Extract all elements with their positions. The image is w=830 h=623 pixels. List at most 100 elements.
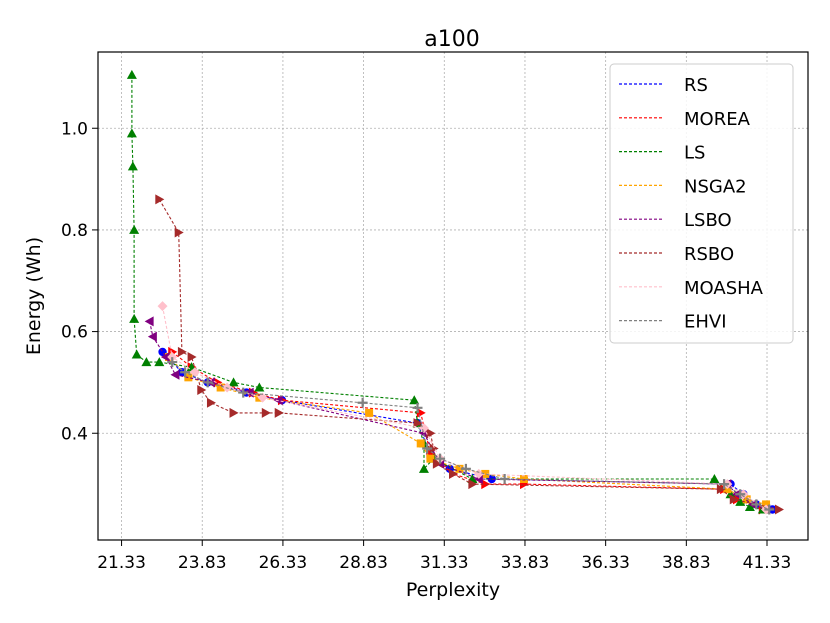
data-point — [742, 495, 751, 504]
series-line — [131, 74, 763, 511]
legend-label: MOREA — [684, 109, 751, 130]
legend-box — [609, 63, 794, 344]
legend-item-ls: LS — [619, 143, 705, 164]
data-point — [435, 453, 446, 464]
plot-series — [126, 69, 784, 515]
data-point — [709, 474, 720, 483]
data-point — [357, 397, 368, 408]
x-tick-label: 23.83 — [178, 553, 227, 573]
legend-item-morea: MOREA — [619, 109, 751, 130]
data-point — [422, 443, 433, 454]
data-point — [174, 227, 184, 238]
data-point — [129, 313, 140, 323]
legend-label: EHVI — [684, 312, 727, 333]
data-point — [129, 224, 140, 234]
legend-label: LS — [684, 143, 705, 164]
data-point — [180, 367, 191, 378]
data-point — [429, 443, 439, 454]
x-tick-label: 26.33 — [259, 553, 308, 573]
y-axis-label: Energy (Wh) — [23, 237, 45, 355]
data-point — [426, 454, 435, 463]
data-point — [147, 331, 157, 342]
legend-item-moasha: MOASHA — [619, 278, 764, 299]
x-tick-label: 31.33 — [420, 553, 469, 573]
data-point — [213, 377, 223, 388]
data-point — [155, 194, 165, 205]
plot-area-frame — [97, 51, 809, 541]
data-point — [187, 352, 197, 362]
data-point — [154, 357, 165, 367]
data-point — [520, 475, 528, 483]
data-point — [774, 504, 784, 515]
data-point — [189, 367, 200, 378]
data-point — [126, 69, 137, 79]
data-point — [157, 301, 168, 312]
data-point — [170, 369, 180, 380]
legend-item-rsbo: RSBO — [619, 244, 734, 265]
data-point — [468, 479, 478, 490]
data-point — [735, 496, 746, 506]
data-point — [455, 464, 464, 473]
legend-item-nsga2: NSGA2 — [619, 176, 747, 197]
data-point — [412, 402, 423, 413]
y-tick-label: 0.6 — [61, 323, 88, 343]
data-point — [257, 392, 268, 403]
data-point — [729, 494, 739, 505]
x-tick-label: 41.33 — [743, 553, 792, 573]
y-tick-label: 0.8 — [61, 221, 88, 241]
x-tick-label: 21.33 — [97, 553, 146, 573]
x-tick-label: 33.83 — [501, 553, 550, 573]
series-line — [171, 361, 770, 511]
x-tick-label: 28.83 — [339, 553, 388, 573]
data-point — [449, 468, 458, 479]
data-point — [725, 489, 736, 499]
data-point — [202, 377, 213, 388]
chart-title: a100 — [424, 27, 479, 52]
x-tick-label: 36.33 — [581, 553, 630, 573]
data-point — [409, 395, 420, 405]
legend-item-rs: RS — [619, 75, 708, 96]
data-point — [229, 407, 239, 418]
data-point — [184, 373, 193, 382]
data-point — [144, 316, 154, 327]
data-point — [418, 463, 429, 473]
data-point — [751, 499, 762, 510]
data-point — [416, 439, 425, 448]
data-point — [167, 357, 178, 368]
data-point — [141, 357, 152, 367]
data-point — [723, 485, 732, 494]
legend: RS MOREA LS NSGA2 LSBO RSBO MOASHA EHVI — [609, 63, 794, 344]
data-point — [167, 352, 178, 362]
data-point — [206, 397, 216, 408]
data-point — [160, 352, 170, 362]
legend-label: RSBO — [684, 244, 734, 265]
data-point — [365, 408, 374, 417]
data-point — [460, 463, 471, 474]
data-point — [274, 407, 284, 418]
data-point — [744, 501, 755, 511]
legend-item-ehvi: EHVI — [619, 312, 727, 333]
data-point — [127, 161, 138, 171]
legend-label: NSGA2 — [684, 176, 747, 197]
data-point — [473, 468, 484, 479]
data-point — [413, 418, 423, 429]
legend-item-lsbo: LSBO — [619, 210, 732, 231]
series-rsbo — [155, 194, 784, 515]
data-point — [158, 347, 167, 357]
data-point — [764, 504, 775, 515]
data-point — [499, 474, 510, 484]
y-tick-label: 1.0 — [61, 119, 88, 139]
data-point — [426, 428, 436, 439]
legend-label: MOASHA — [684, 278, 764, 299]
data-point — [261, 407, 271, 418]
data-point — [197, 385, 207, 396]
data-point — [244, 387, 254, 398]
data-point — [216, 383, 225, 392]
data-point — [762, 500, 771, 509]
y-tick-label: 0.4 — [61, 424, 88, 444]
legend-label: LSBO — [684, 210, 732, 231]
data-point — [719, 479, 730, 490]
data-point — [177, 346, 187, 357]
data-point — [254, 382, 265, 392]
